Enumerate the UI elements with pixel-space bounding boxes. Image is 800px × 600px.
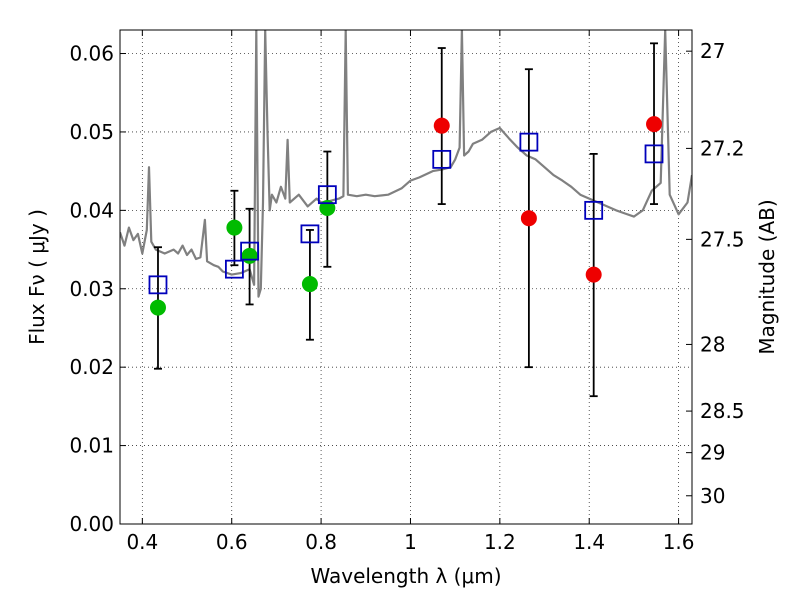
y2-tick-label: 27.2 <box>700 136 745 160</box>
y2-tick-label: 29 <box>700 441 725 465</box>
plot-area <box>120 30 692 398</box>
data-point-circle <box>301 276 318 293</box>
x-tick-label: 1.4 <box>573 530 605 554</box>
data-point-square <box>432 149 452 169</box>
model-spectrum-line <box>120 30 692 298</box>
y-axis: 0.00 0.01 0.02 0.03 0.04 0.05 0.06 <box>69 42 126 536</box>
x-axis-label: Wavelength λ (μm) <box>310 564 501 588</box>
data-point-square <box>584 200 604 220</box>
plot-background <box>120 30 692 524</box>
data-point-circle <box>433 117 450 134</box>
data-point-square <box>317 185 337 205</box>
x-tick-label: 1.2 <box>484 530 516 554</box>
x-tick-label: 1.6 <box>663 530 695 554</box>
data-point-square <box>224 259 244 279</box>
x-tick-label: 0.8 <box>305 530 337 554</box>
x-tick-label: 0.4 <box>126 530 158 554</box>
data-point-circle <box>241 247 258 264</box>
y2-axis-label: Magnitude (AB) <box>755 199 779 354</box>
data-point-square <box>519 132 539 152</box>
data-point-square <box>644 144 664 164</box>
y2-tick-label: 27.5 <box>700 227 745 251</box>
x-axis: 0.4 0.6 0.8 1 1.2 1.4 1.6 <box>126 30 695 554</box>
data-point-circle <box>226 219 243 236</box>
data-point-circle <box>149 299 166 316</box>
y-tick-label: 0.04 <box>69 198 114 222</box>
data-point-circle <box>646 116 663 133</box>
x-tick-label: 1 <box>404 530 417 554</box>
data-point-square <box>148 275 168 295</box>
y-tick-label: 0.05 <box>69 120 114 144</box>
y-tick-label: 0.02 <box>69 355 114 379</box>
plot-frame <box>119 29 693 525</box>
y2-tick-label: 28 <box>700 332 725 356</box>
data-point-square <box>300 224 320 244</box>
y2-tick-label: 27 <box>700 39 725 63</box>
y-tick-label: 0.06 <box>69 42 114 66</box>
y-tick-label: 0.03 <box>69 277 114 301</box>
data-point-circle <box>319 199 336 216</box>
y-tick-label: 0.01 <box>69 434 114 458</box>
x-tick-label: 0.6 <box>216 530 248 554</box>
data-point-square <box>240 241 259 261</box>
y2-axis: 27 27.2 27.5 28 28.5 29 30 <box>686 39 745 508</box>
y2-tick-label: 30 <box>700 484 725 508</box>
y2-tick-label: 28.5 <box>700 399 745 423</box>
data-point-circle <box>520 210 537 227</box>
data-point-circle <box>585 266 602 283</box>
y-axis-label: Flux Fν ( μJy ) <box>25 209 49 345</box>
y-tick-label: 0.00 <box>69 512 114 536</box>
